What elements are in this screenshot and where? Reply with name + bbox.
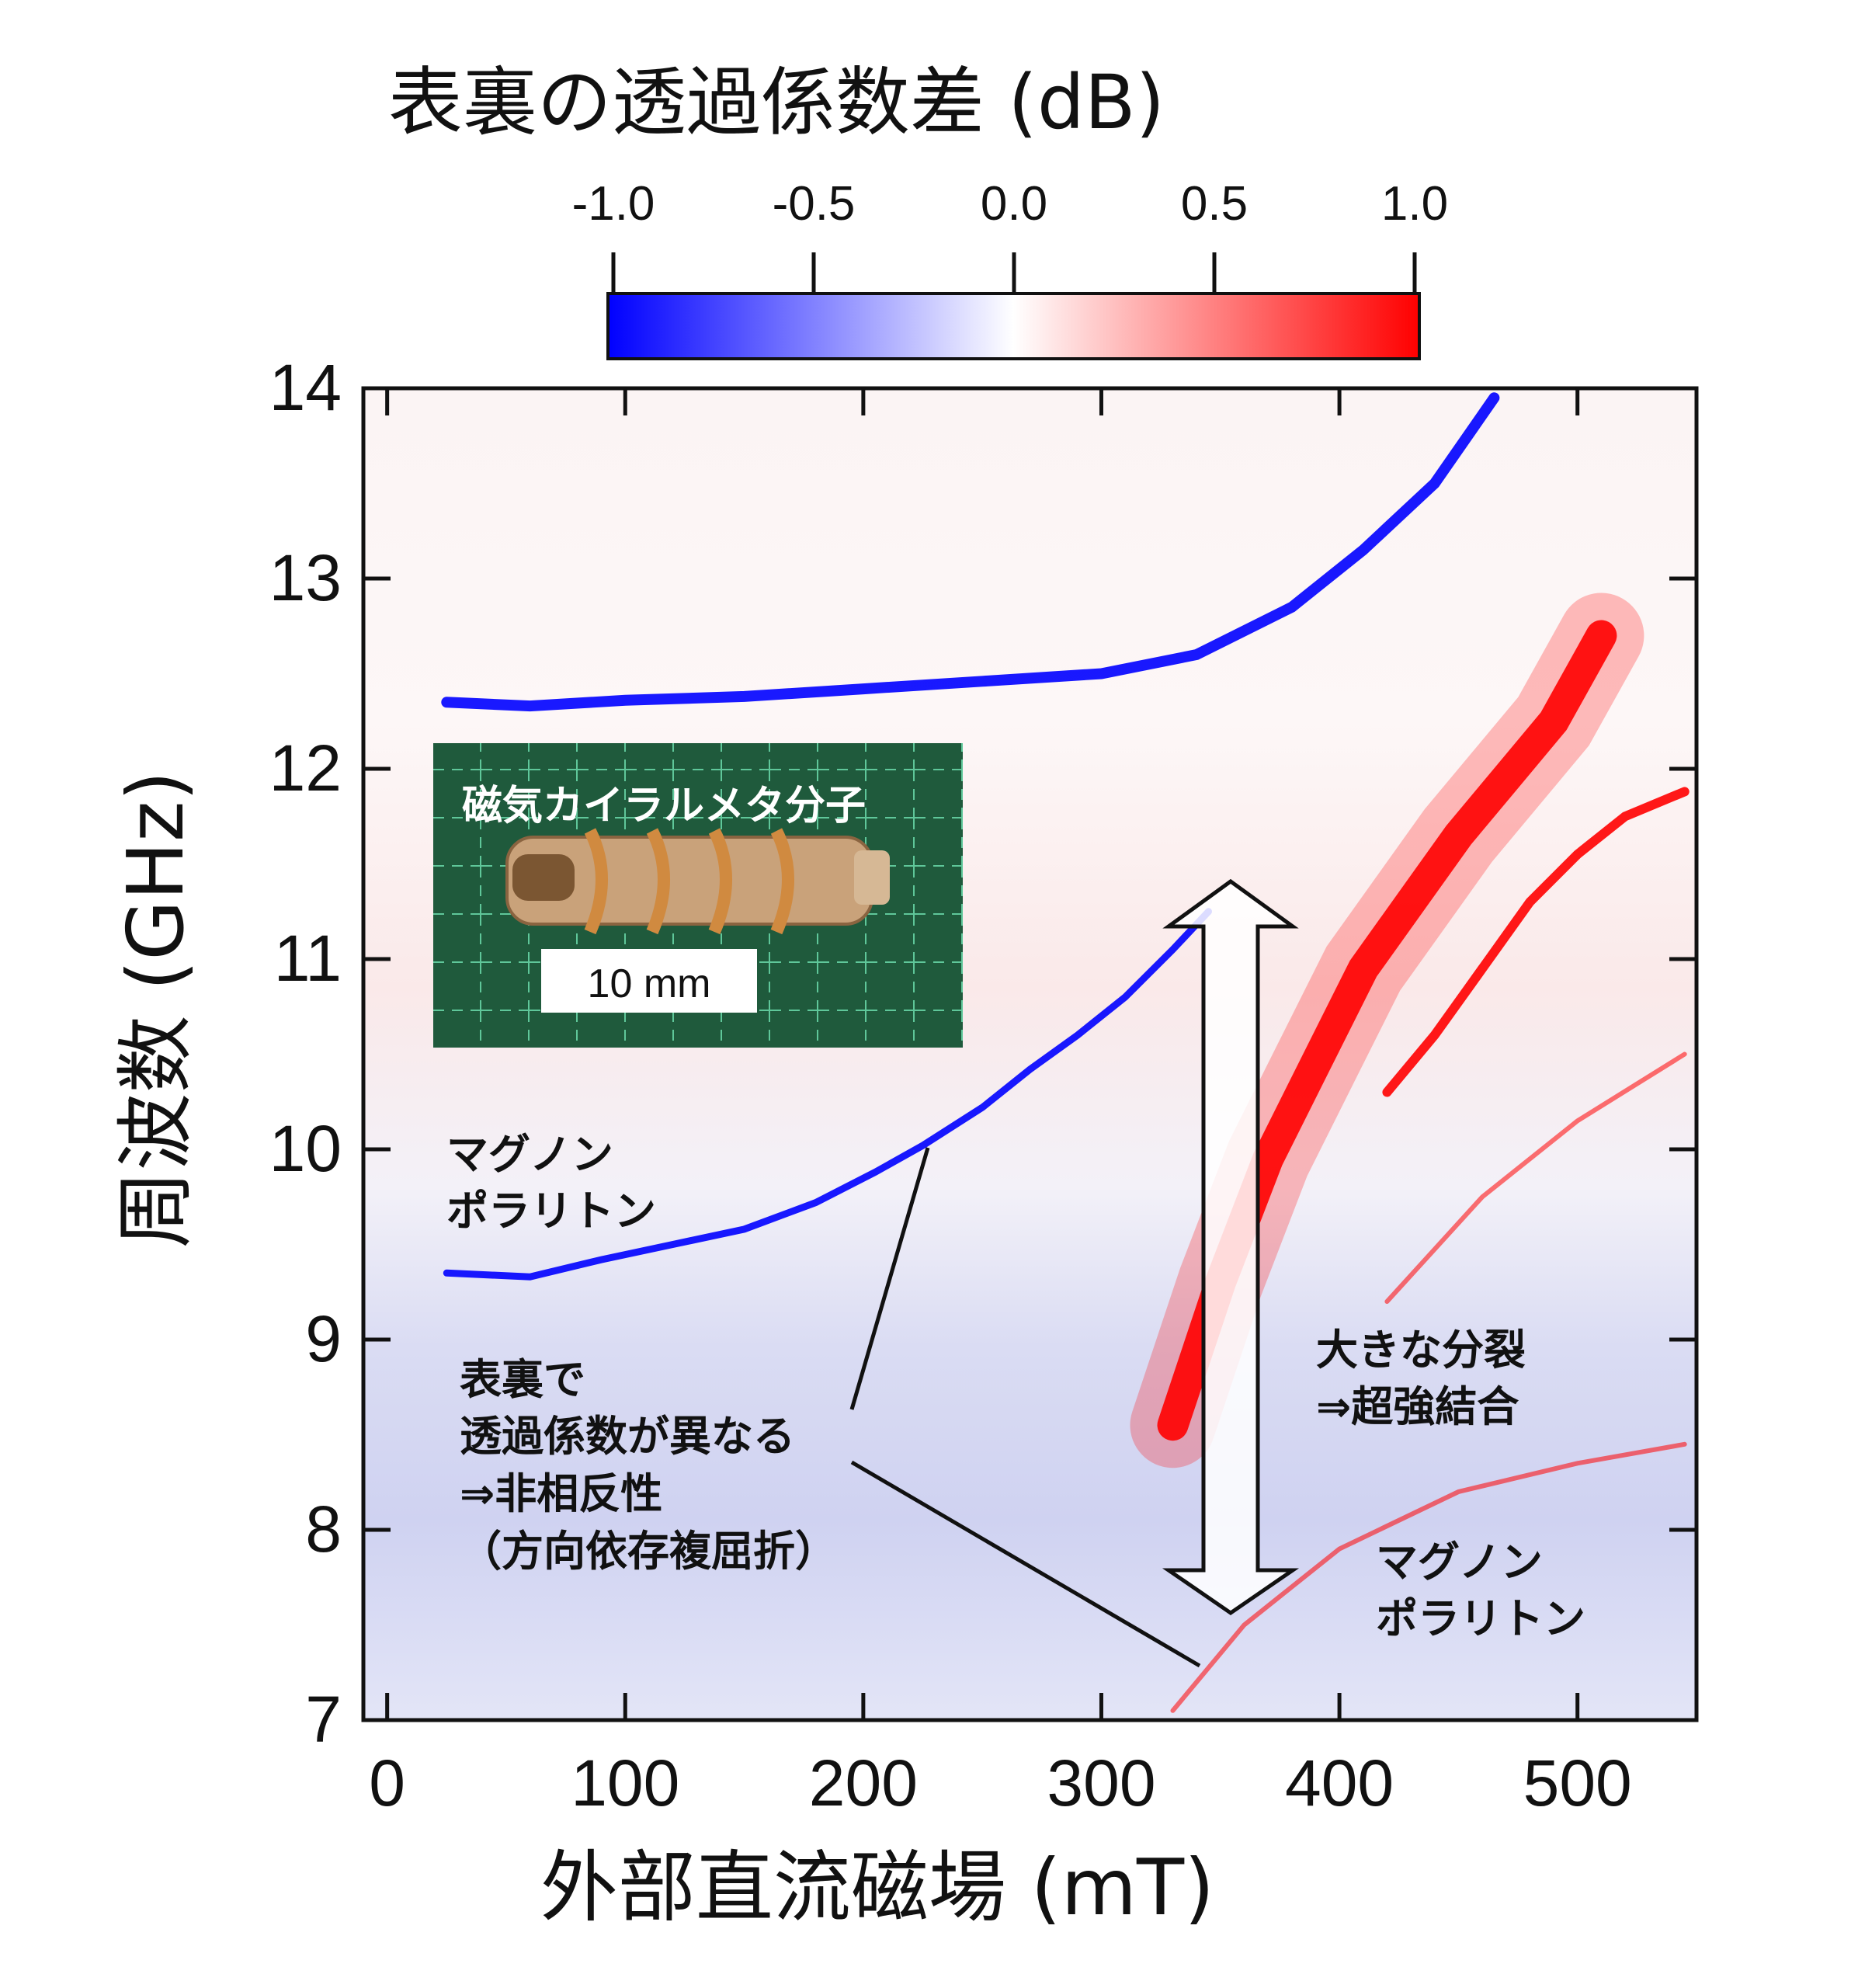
series-line [441,392,1500,712]
colorbar-tick-label: -0.5 [773,177,856,231]
leader-line-upper [849,1147,930,1410]
colorbar-tick-label: 0.5 [1181,177,1248,231]
scale-label-box [541,949,757,1013]
x-tick-label: 0 [369,1746,405,1819]
series-line [1382,787,1690,1097]
annotation-nonreciprocity: 表裏で 透過係数が異なる ⇒非相反性 （方向依存複屈折） [460,1355,837,1576]
colorbar-tick-label: -1.0 [572,177,655,231]
y-tick-label: 8 [305,1493,342,1566]
splitting-arrow [1162,878,1300,1616]
svg-text:表裏で: 表裏で [460,1355,585,1404]
scale-label: 10 mm [588,961,711,1006]
x-tick-label: 500 [1523,1746,1632,1819]
svg-text:⇒超強結合: ⇒超強結合 [1316,1382,1519,1431]
colorbar [606,292,1421,360]
plot-frame [361,386,1699,1722]
svg-text:⇒非相反性: ⇒非相反性 [460,1469,662,1518]
x-tick-label: 100 [571,1746,679,1819]
x-tick-label: 300 [1047,1746,1155,1819]
y-tick-label: 11 [274,922,342,995]
svg-text:マグノン: マグノン [446,1130,613,1179]
y-tick-label: 13 [269,541,342,614]
svg-text:ポラリトン: ポラリトン [446,1187,656,1236]
annotation-polariton-left: マグノン ポラリトン [446,1130,656,1236]
y-axis: 7 8 9 10 11 12 13 14 [269,351,1697,1756]
svg-text:透過係数が異なる: 透過係数が異なる [460,1412,795,1461]
series-line [1170,1441,1687,1713]
annotation-ultrastrong-coupling: 大きな分裂 ⇒超強結合 [1316,1326,1526,1431]
inset-photo: 磁気カイラルメタ分子 10 mm [433,743,963,1048]
x-tick-label: 400 [1285,1746,1394,1819]
svg-text:大きな分裂: 大きな分裂 [1316,1326,1526,1375]
x-axis-label: 外部直流磁場 (mT) [540,1842,1214,1933]
x-tick-label: 200 [809,1746,918,1819]
colorbar-tick-label: 0.0 [981,177,1047,231]
svg-text:ポラリトン: ポラリトン [1376,1594,1585,1643]
colorbar-tick-label: 1.0 [1381,177,1448,231]
y-tick-label: 12 [269,732,342,805]
y-tick-label: 9 [305,1302,342,1375]
y-tick-label: 10 [269,1112,342,1185]
y-tick-label: 7 [305,1683,342,1756]
y-tick-label: 14 [269,351,342,424]
svg-text:（方向依存複屈折）: （方向依存複屈折） [460,1527,837,1576]
annotation-polariton-right: マグノン ポラリトン [1376,1538,1585,1643]
inset-title: 磁気カイラルメタ分子 [462,783,866,829]
leader-line-lower [850,1460,1201,1668]
series-line [1384,1051,1687,1304]
colorbar-ticks: -1.0 -0.5 0.0 0.5 1.0 [572,177,1448,294]
heatmap-background [363,388,1697,1720]
svg-text:マグノン: マグノン [1376,1538,1543,1587]
colorbar-title: 表裏の透過係数差 (dB) [388,59,1165,146]
x-axis: 0 100 200 300 400 500 [369,388,1632,1819]
y-axis-label: 周波数 (GHz) [110,771,201,1249]
series-line [443,908,1212,1281]
metamolecule-image [505,828,890,935]
heatmap-area [363,388,1697,1720]
